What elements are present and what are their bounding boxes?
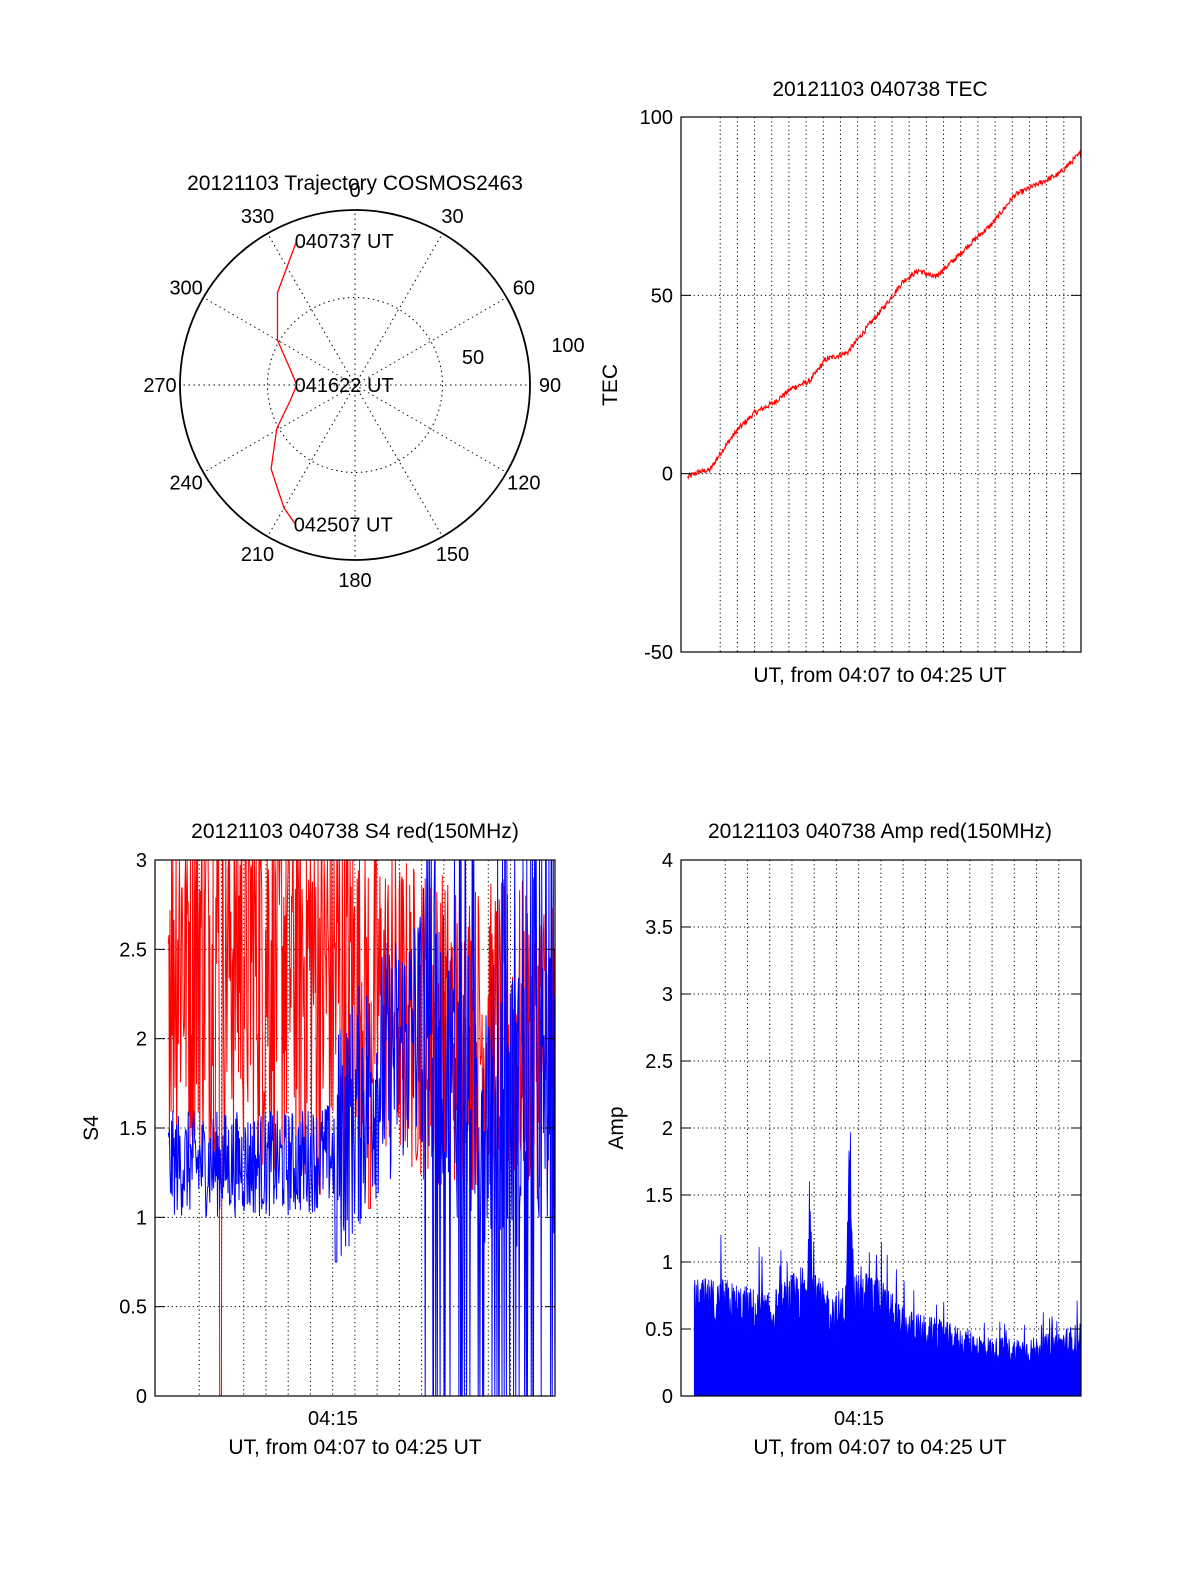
polar-angle-label: 330 [241,206,274,228]
amp-ytick-label: 4 [662,850,673,872]
polar-spoke [267,384,356,537]
polar-angle-labels: 0 30 60 90 120 150 180 210 240 270 300 330 50 100 [143,180,584,592]
polar-angle-label: 270 [143,375,176,397]
polar-angle-label: 150 [436,544,469,566]
tec-title: 20121103 040738 TEC [772,78,987,101]
polar-grid [179,209,531,561]
tec-ytick-label: 50 [651,285,673,307]
s4-ytick-label: 1 [136,1207,147,1229]
amp-ytick-label: 2.5 [645,1051,673,1073]
polar-angle-label: 240 [169,473,202,495]
tec-ytick-label: -50 [644,642,673,664]
tec-ytick-label: 100 [640,107,673,129]
s4-xtick-label: 04:15 [308,1408,358,1430]
amp-xtick-label: 04:15 [834,1408,884,1430]
polar-spoke [203,384,356,473]
s4-series [167,858,556,1397]
s4-ytick-label: 2 [136,1029,147,1051]
s4-ytick-label: 3 [136,850,147,872]
amp-ytick-label: 1 [662,1252,673,1274]
s4-blue-line [167,859,556,1397]
s4-y-ticks: 3 2.5 2 1.5 1 0.5 0 [119,850,555,1408]
amp-xlabel: UT, from 04:07 to 04:25 UT [753,1436,1006,1459]
polar-angle-label: 0 [349,180,360,202]
s4-ytick-label: 0.5 [119,1297,147,1319]
polar-spoke [267,233,356,386]
amp-ytick-label: 3 [662,984,673,1006]
tec-xlabel: UT, from 04:07 to 04:25 UT [753,664,1006,687]
amp-ytick-label: 0 [662,1386,673,1408]
polar-radial-label: 100 [551,335,584,357]
s4-title: 20121103 040738 S4 red(150MHz) [191,820,519,843]
tec-ytick-label: 0 [662,464,673,486]
polar-angle-label: 300 [169,278,202,300]
amp-ytick-label: 2 [662,1118,673,1140]
tec-grid [681,116,1081,653]
s4-plot: 20121103 040738 S4 red(150MHz) 3 2.5 2 1.5 1… [80,820,556,1459]
s4-ytick-label: 1.5 [119,1118,147,1140]
tec-frame [680,116,1082,653]
amp-grid [681,859,1081,1397]
amp-y-ticks: 4 3.5 3 2.5 2 1.5 1 0.5 0 [645,850,1081,1408]
s4-ytick-label: 0 [136,1386,147,1408]
polar-inner-circle [267,297,443,473]
polar-spoke [354,384,443,537]
s4-ylabel: S4 [80,1115,103,1141]
amp-ytick-label: 0.5 [645,1319,673,1341]
tec-y-ticks: 100 50 0 -50 [640,107,1081,664]
amp-ylabel: Amp [605,1106,628,1149]
amp-ytick-label: 1.5 [645,1185,673,1207]
polar-angle-label: 180 [338,570,371,592]
amp-plot: 20121103 040738 Amp red(150MHz) 4 3.5 3 2.5… [605,820,1082,1459]
amp-series [693,1132,1082,1397]
tec-line [687,149,1082,481]
polar-time-annotations: 040737 UT 041622 UT 042507 UT [294,231,394,537]
amp-area [693,1132,1082,1397]
tec-ylabel: TEC [599,364,622,406]
polar-time-label: 040737 UT [295,231,394,253]
s4-xlabel: UT, from 04:07 to 04:25 UT [228,1436,481,1459]
polar-angle-label: 90 [539,375,561,397]
polar-time-label: 041622 UT [295,375,394,397]
polar-trajectory [270,240,298,525]
polar-spoke [354,233,443,386]
tec-series [687,149,1082,481]
polar-spoke [354,297,507,386]
polar-spoke [354,384,507,473]
polar-title: 20121103 Trajectory COSMOS2463 [187,172,523,195]
polar-angle-label: 60 [513,278,535,300]
amp-ytick-label: 3.5 [645,917,673,939]
polar-radial-label: 50 [462,347,484,369]
polar-trajectory-line [270,240,298,525]
s4-red-line [167,858,556,1397]
polar-outer-circle [179,209,531,561]
s4-ytick-label: 2.5 [119,939,147,961]
trajectory-polar-plot: 20121103 Trajectory COSMOS2463 0 30 60 90 12… [143,172,584,592]
polar-time-label: 042507 UT [294,515,393,537]
amp-title: 20121103 040738 Amp red(150MHz) [708,820,1052,843]
tec-plot: 20121103 040738 TEC 100 50 0 -50 UT, from 0… [599,78,1082,687]
polar-angle-label: 30 [441,206,463,228]
polar-angle-label: 120 [507,473,540,495]
polar-angle-label: 210 [241,544,274,566]
polar-spoke [203,297,356,386]
